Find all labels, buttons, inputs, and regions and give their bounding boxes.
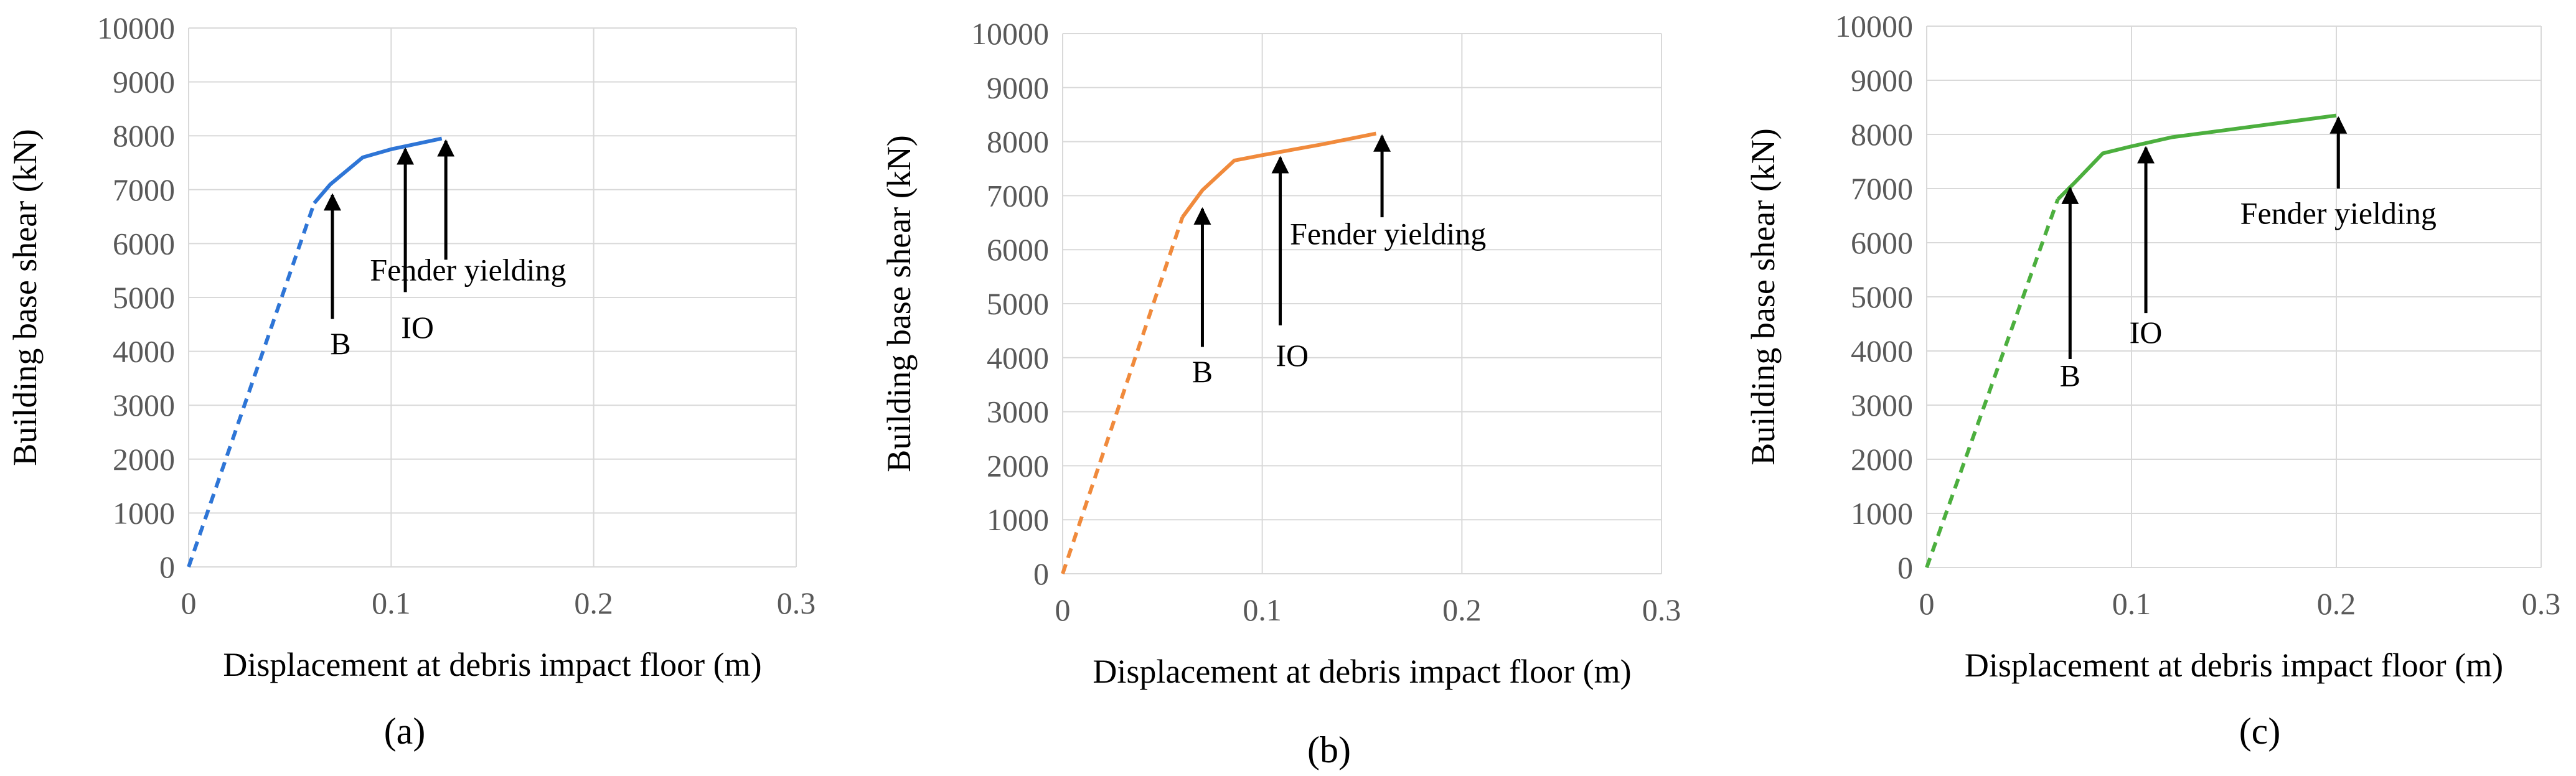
y-tick-label: 2000 — [113, 442, 175, 477]
y-tick-label: 3000 — [113, 388, 175, 423]
annotation-label: IO — [2130, 315, 2163, 350]
x-tick-label: 0.1 — [372, 586, 411, 620]
y-tick-label: 9000 — [113, 65, 175, 100]
panel-label: (c) — [2239, 711, 2281, 752]
x-tick-label: 0.1 — [2112, 586, 2151, 621]
y-tick-label: 7000 — [987, 178, 1049, 213]
y-tick-label: 8000 — [113, 118, 175, 153]
x-axis-title: Displacement at debris impact floor (m) — [1965, 647, 2503, 684]
annotation-label: IO — [1276, 338, 1309, 373]
chart-panel-1: 0 1000 2000 3000 4000 5000 6000 7000 8000 9000 100… — [6, 11, 816, 752]
annotation-label: IO — [401, 310, 434, 345]
x-axis-title: Displacement at debris impact floor (m) — [223, 646, 761, 683]
y-tick-label: 5000 — [987, 286, 1049, 321]
series-line-dashed — [1061, 217, 1185, 574]
y-tick-label: 2000 — [1851, 442, 1913, 477]
series-line-dashed — [187, 202, 316, 568]
x-tick-label: 0 — [1055, 592, 1071, 627]
y-tick-label: 4000 — [1851, 334, 1913, 368]
annotation-label: B — [1192, 354, 1213, 389]
y-tick-label: 9000 — [987, 70, 1049, 105]
y-tick-label: 2000 — [987, 448, 1049, 483]
y-tick-label: 7000 — [113, 172, 175, 207]
panel-label: (a) — [384, 711, 426, 752]
y-tick-label: 8000 — [1851, 117, 1913, 152]
annotation-label: B — [2060, 358, 2080, 393]
y-tick-label: 9000 — [1851, 63, 1913, 98]
x-axis-title: Displacement at debris impact floor (m) — [1093, 653, 1631, 690]
series-line-solid — [1180, 131, 1377, 218]
x-tick-label: 0.3 — [777, 586, 816, 620]
x-tick-label: 0.3 — [1642, 592, 1681, 627]
y-tick-label: 8000 — [987, 124, 1049, 159]
y-tick-label: 10000 — [971, 16, 1049, 51]
annotation-label: B — [330, 326, 350, 361]
x-tick-label: 0.2 — [2317, 586, 2356, 621]
x-tick-label: 0 — [181, 586, 197, 620]
chart-panel-2: 0 1000 2000 3000 4000 5000 6000 7000 8000 9000 100… — [880, 16, 1681, 770]
annotation-label: Fender yielding — [1290, 217, 1486, 251]
y-tick-label: 0 — [1897, 550, 1913, 585]
y-tick-label: 0 — [1033, 556, 1049, 591]
annotation-label: Fender yielding — [370, 252, 566, 287]
panel-label: (b) — [1307, 729, 1351, 770]
series-line-dashed — [1925, 199, 2060, 569]
y-tick-label: 6000 — [1851, 225, 1913, 260]
y-tick-label: 1000 — [987, 502, 1049, 537]
y-tick-label: 6000 — [113, 226, 175, 261]
annotation-label: Fender yielding — [2240, 196, 2437, 231]
y-tick-label: 1000 — [113, 495, 175, 530]
x-tick-label: 0.3 — [2522, 586, 2561, 621]
series-line-solid — [2056, 113, 2337, 201]
x-tick-label: 0.1 — [1243, 592, 1282, 627]
x-tick-label: 0 — [1919, 586, 1935, 621]
y-axis-title: Building base shear (kN) — [880, 135, 918, 472]
y-tick-label: 3000 — [1851, 388, 1913, 423]
y-tick-label: 7000 — [1851, 171, 1913, 206]
y-tick-label: 4000 — [113, 334, 175, 369]
y-tick-label: 10000 — [1835, 9, 1913, 44]
y-tick-label: 3000 — [987, 395, 1049, 429]
y-tick-label: 4000 — [987, 340, 1049, 375]
y-axis-title: Building base shear (kN) — [6, 129, 44, 465]
chart-panel-3: 0 1000 2000 3000 4000 5000 6000 7000 8000 9000 100… — [1744, 9, 2560, 752]
x-tick-label: 0.2 — [574, 586, 613, 620]
y-tick-label: 0 — [159, 549, 175, 584]
y-tick-label: 5000 — [1851, 279, 1913, 314]
x-tick-label: 0.2 — [1442, 592, 1482, 627]
y-tick-label: 5000 — [113, 280, 175, 315]
y-tick-label: 1000 — [1851, 496, 1913, 531]
series-line-solid — [313, 136, 443, 205]
y-tick-label: 6000 — [987, 232, 1049, 267]
y-axis-title: Building base shear (kN) — [1744, 128, 1782, 465]
y-tick-label: 10000 — [97, 11, 175, 45]
